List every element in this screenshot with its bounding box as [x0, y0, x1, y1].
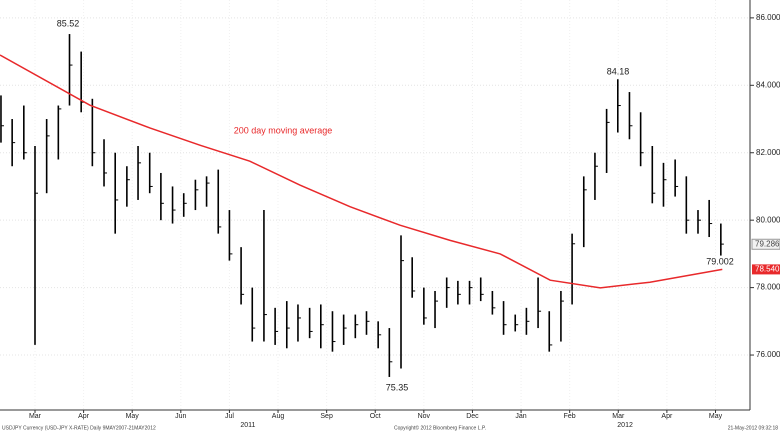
year-label: 2012 [617, 422, 633, 429]
x-tick-label: Oct [370, 413, 381, 420]
last-price-tag [751, 238, 780, 250]
x-tick-label: Sep [320, 413, 333, 420]
annotation: 85.52 [57, 18, 80, 28]
annotation: 79.002 [706, 256, 734, 266]
y-tick-label: 82.000 [756, 148, 780, 157]
moving-average [0, 54, 723, 289]
x-tick-label: May [709, 413, 723, 420]
x-tick-label: Jun [175, 413, 186, 420]
x-tick-label: Mar [29, 413, 42, 420]
x-tick-label: Apr [661, 413, 673, 420]
last-price-label: 79.286 [755, 239, 780, 248]
x-tick-label: Aug [272, 413, 285, 420]
y-tick-label: 76.000 [756, 350, 780, 359]
y-tick-label: 84.000 [756, 80, 780, 89]
annotation: 84.18 [607, 66, 630, 76]
annotation: 75.35 [386, 382, 409, 392]
ma-price-tag [752, 264, 780, 275]
x-tick-label: Feb [564, 413, 576, 420]
ma-price-label: 78.540 [755, 265, 780, 274]
x-tick-label: Jul [225, 413, 234, 420]
footer-center: Copyright© 2012 Bloomberg Finance L.P. [394, 424, 486, 431]
footer-right: 21-May-2012 09:32:18 [728, 425, 779, 431]
y-tick-label: 86.000 [756, 13, 780, 22]
x-tick-label: Dec [466, 413, 479, 420]
x-tick-label: May [126, 413, 140, 420]
x-tick-label: Nov [418, 413, 431, 420]
ma-label: 200 day moving average [234, 125, 333, 135]
footer-left: USDJPY Currency (USD-JPY X-RATE) Daily 9… [2, 425, 156, 431]
y-tick-label: 80.000 [756, 215, 780, 224]
x-tick-label: Apr [78, 413, 90, 420]
x-tick-label: Mar [612, 413, 625, 420]
year-label: 2011 [240, 422, 255, 429]
y-tick-label: 78.000 [756, 283, 780, 292]
x-tick-label: Jan [515, 413, 526, 420]
